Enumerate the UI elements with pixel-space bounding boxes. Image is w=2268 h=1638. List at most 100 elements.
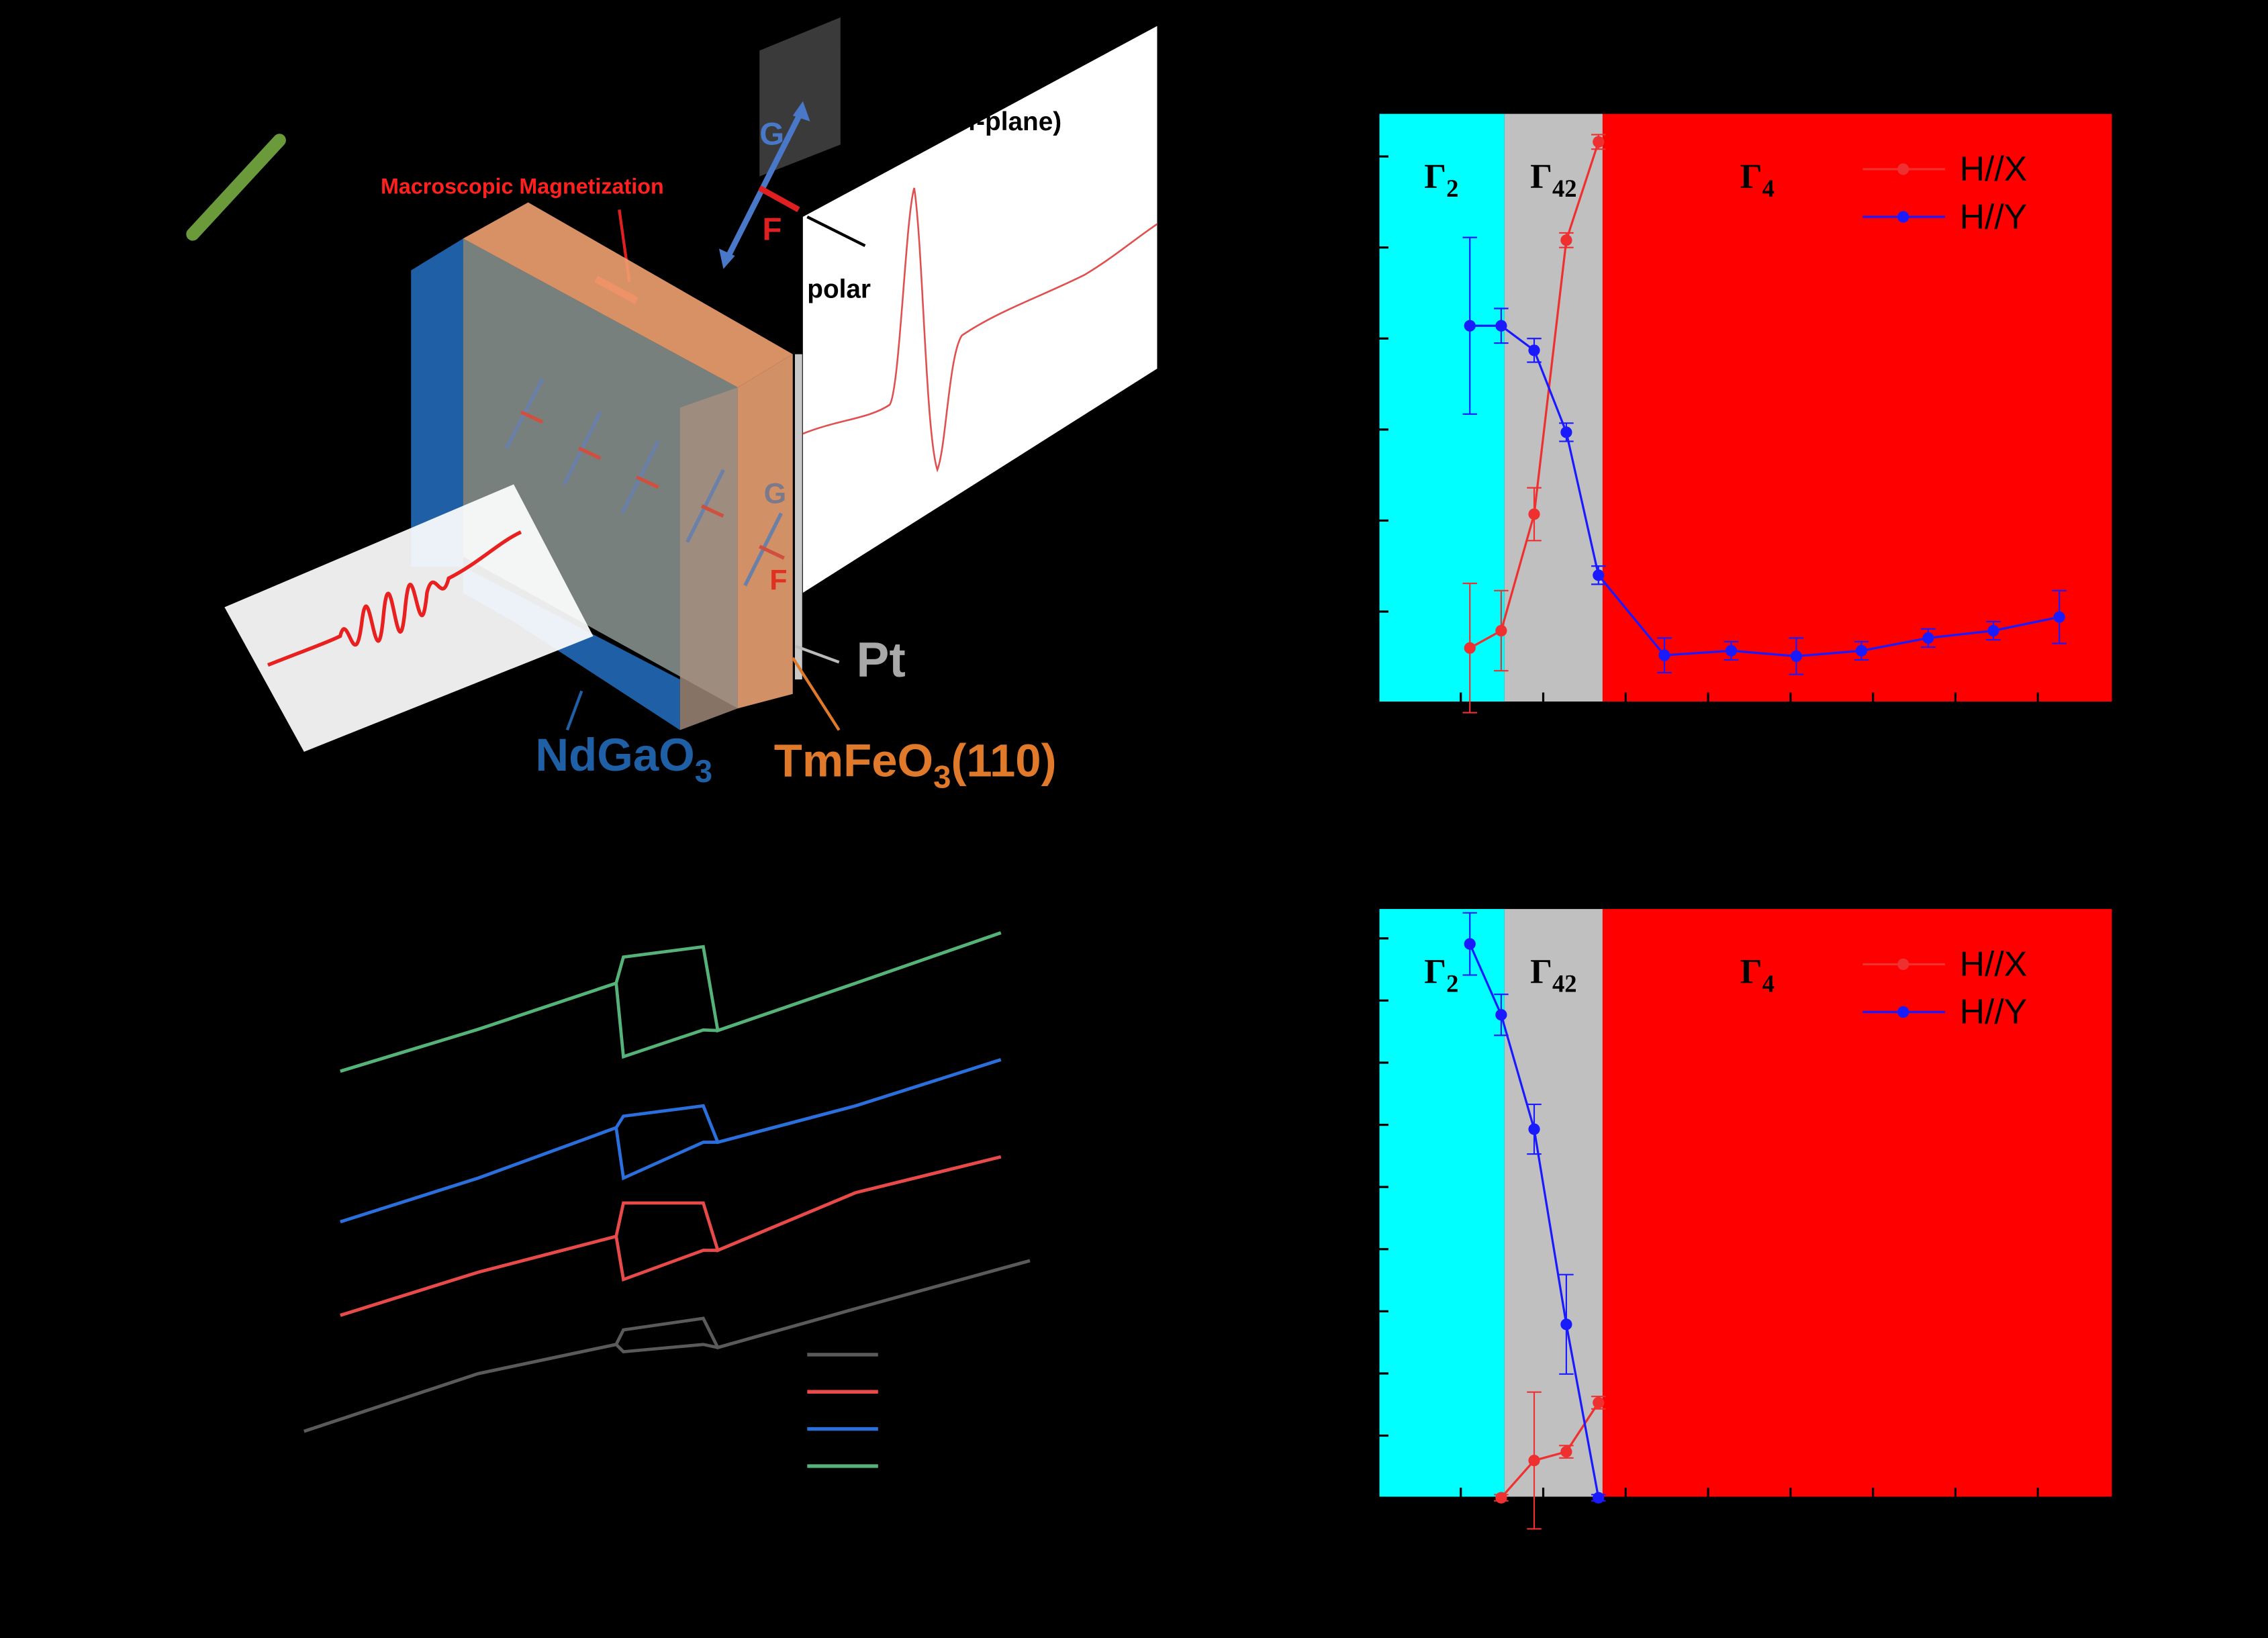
data-point (1725, 644, 1738, 657)
legend-marker (1897, 1006, 1909, 1018)
f-inner-label: F (769, 565, 787, 597)
phase-subscript: 4 (1762, 969, 1775, 997)
data-point (1560, 426, 1572, 438)
data-point (1528, 1123, 1540, 1135)
tmfeo3-top (463, 202, 793, 388)
ndgao3-text: NdGaO (535, 729, 694, 781)
ndgao3-sub: 3 (695, 754, 712, 789)
series-line (340, 1155, 1002, 1317)
plot-frame (1377, 111, 2114, 704)
phase-label: Γ42 (1530, 158, 1577, 202)
slab-edge (679, 387, 738, 730)
data-point (1593, 136, 1605, 148)
data-point (1560, 1445, 1572, 1458)
diagram: (out-of-plane) K polar G F Macroscopic M… (186, 17, 1158, 796)
phase-label: Γ4 (1740, 953, 1775, 997)
data-point (1495, 624, 1507, 637)
phase-region (1378, 908, 1505, 1498)
pt-pointer (795, 644, 840, 664)
g-arrow (723, 107, 806, 262)
data-point (1464, 642, 1476, 654)
pt-label: Pt (857, 632, 906, 687)
phase-symbol: Γ (1424, 158, 1446, 196)
data-point (1560, 1318, 1572, 1331)
data-point (1495, 1492, 1507, 1504)
legend-marker (1897, 163, 1909, 175)
polar-label: K polar (782, 275, 871, 304)
tmfeo3-rest: (110) (951, 734, 1056, 786)
phase-symbol: Γ (1530, 953, 1552, 991)
data-point (1593, 1396, 1605, 1409)
tmfeo3-sub: 3 (933, 760, 951, 796)
phase-region (1602, 112, 2113, 703)
ndgao3-pointer (565, 690, 583, 731)
phase-symbol: Γ (1740, 953, 1762, 991)
phase-label: Γ2 (1424, 158, 1458, 202)
g-label: G (759, 116, 784, 152)
phase-region (1602, 908, 2113, 1498)
tmfeo3-pointer (791, 657, 841, 731)
data-point (1987, 624, 1999, 637)
series-line (340, 931, 1002, 1073)
data-point (1658, 649, 1670, 661)
phase-subscript: 2 (1446, 175, 1458, 202)
data-point (1560, 234, 1572, 246)
series-line (1500, 1402, 1600, 1499)
ndgao3-side (411, 238, 463, 567)
data-point (1464, 938, 1476, 950)
data-point (2053, 611, 2065, 623)
arrow-head (792, 101, 810, 122)
legend-marker (1897, 211, 1909, 223)
dark-panel (759, 17, 841, 177)
out-of-plane-label: (out-of-plane) (894, 107, 1062, 136)
ndgao3-label: NdGaO3 (535, 729, 712, 789)
data-point (1528, 1454, 1540, 1467)
phase-subscript: 4 (1762, 175, 1775, 202)
f-arrows (520, 410, 785, 560)
data-point (1495, 1009, 1507, 1021)
probe-rod (186, 134, 286, 241)
data-point (1528, 508, 1540, 520)
pump-beam-plane (224, 484, 594, 752)
plot-frame (1377, 906, 2114, 1499)
phase-region (1378, 112, 1505, 703)
phase-label: Γ42 (1530, 953, 1577, 997)
phase-label: Γ4 (1740, 158, 1775, 202)
arrow-head (718, 248, 735, 269)
g-inner-label: G (764, 477, 787, 510)
phase-region (1504, 908, 1603, 1498)
phase-subscript: 42 (1552, 175, 1577, 202)
signal-trace (802, 187, 1158, 473)
series-line (340, 1058, 1002, 1224)
phase-symbol: Γ (1424, 953, 1446, 991)
legend-marker (1897, 958, 1909, 971)
f-label: F (763, 211, 782, 247)
tmfeo3-text: TmFeO (774, 734, 933, 786)
data-point (1593, 1492, 1605, 1504)
legend-label: H//Y (1960, 197, 2028, 236)
data-point (1495, 320, 1507, 332)
black-arrow (806, 215, 866, 248)
magnetization-label: Macroscopic Magnetization (381, 175, 664, 199)
legend-label: H//X (1960, 945, 2028, 983)
phase-subscript: 2 (1446, 969, 1458, 997)
signal-screen (802, 26, 1157, 593)
data-point (1855, 644, 1868, 657)
phase-region (1504, 112, 1603, 703)
series-line (303, 1259, 1031, 1433)
tmfeo3-label: TmFeO3(110) (774, 734, 1057, 795)
legend-label: H//Y (1960, 992, 2028, 1031)
pulse-wave (267, 530, 522, 667)
series-line (1470, 324, 2060, 658)
phase-label: Γ2 (1424, 953, 1458, 997)
legend-label: H//X (1960, 149, 2028, 188)
data-point (1922, 632, 1934, 644)
tmfeo3-side (737, 354, 793, 709)
phase-symbol: Γ (1530, 158, 1552, 196)
data-point (1790, 650, 1803, 663)
data-point (1464, 320, 1476, 332)
f-arrow (758, 185, 800, 213)
data-point (1593, 569, 1605, 581)
data-point (1528, 344, 1540, 356)
